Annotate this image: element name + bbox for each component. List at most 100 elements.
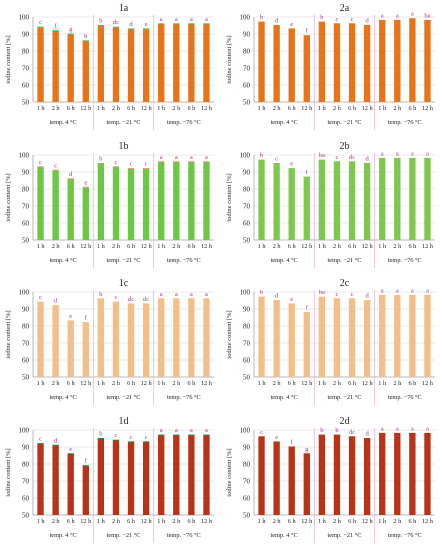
bar <box>379 20 386 102</box>
y-tick-label: 70 <box>22 340 30 348</box>
significance-letter: a <box>426 287 429 294</box>
significance-letter: d <box>129 21 133 28</box>
x-tick-label: 12 h <box>422 243 434 250</box>
x-tick-label: 2 h <box>52 380 61 387</box>
bar <box>318 297 326 377</box>
x-tick-label: 1 h <box>258 243 267 250</box>
significance-letter: d <box>366 293 370 300</box>
y-tick-label: 50 <box>243 374 251 382</box>
y-tick-label: 50 <box>243 237 251 245</box>
group-label: temp. 4 °C <box>271 119 298 126</box>
bar <box>52 170 59 240</box>
significance-letter: a <box>426 425 429 432</box>
bar <box>203 298 210 377</box>
significance-letter: e <box>69 446 72 453</box>
x-tick-label: 12 h <box>141 243 153 250</box>
x-tick-label: 6 h <box>348 380 357 387</box>
significance-letter: a <box>381 12 384 19</box>
x-tick-label: 1 h <box>157 105 166 112</box>
x-tick-label: 6 h <box>127 380 136 387</box>
x-tick-label: 6 h <box>408 105 417 112</box>
significance-letter: a <box>411 287 414 294</box>
x-tick-label: 1 h <box>97 380 106 387</box>
group-label: temp. 4 °C <box>50 257 77 264</box>
significance-letter: c <box>260 429 263 436</box>
y-tick-label: 80 <box>243 323 251 331</box>
chart-title: 2b <box>340 141 350 152</box>
group-label: temp. −76 °C <box>388 119 422 126</box>
significance-letter: c <box>336 291 339 298</box>
x-tick-label: 12 h <box>422 380 434 387</box>
bar <box>348 436 356 515</box>
y-tick-label: 100 <box>240 289 251 297</box>
bar <box>409 433 416 515</box>
x-tick-label: 6 h <box>348 105 357 112</box>
significance-letter: d <box>366 156 370 163</box>
bar <box>348 298 356 377</box>
significance-letter: f <box>55 23 58 30</box>
bar <box>379 433 386 515</box>
x-tick-label: 1 h <box>37 243 46 250</box>
significance-letter: f <box>85 458 88 465</box>
chart-panel-1c: 1c iodine content [%] 50 60 70 80 90 100 c 1 h d 2 … <box>5 278 214 405</box>
y-tick-label: 60 <box>22 82 30 90</box>
x-tick-label: 6 h <box>187 243 196 250</box>
bar <box>379 158 386 240</box>
bar <box>67 453 74 515</box>
x-tick-label: 2 h <box>112 105 121 112</box>
x-tick-label: 1 h <box>378 380 387 387</box>
significance-letter: a <box>411 11 414 18</box>
group-label: temp. 4 °C <box>271 532 298 539</box>
significance-letter: a <box>190 16 193 23</box>
y-axis-label: iodine content [%] <box>226 310 233 358</box>
bar <box>303 453 310 515</box>
bar <box>203 435 210 515</box>
bar <box>409 18 416 103</box>
bar <box>67 178 74 240</box>
bar <box>97 163 105 240</box>
y-tick-label: 70 <box>243 65 251 73</box>
x-tick-label: 2 h <box>52 518 61 525</box>
x-tick-label: 1 h <box>378 243 387 250</box>
x-tick-label: 1 h <box>37 518 46 525</box>
x-tick-label: 6 h <box>67 380 76 387</box>
y-axis-label: iodine content [%] <box>5 35 12 83</box>
x-tick-label: 6 h <box>67 105 76 112</box>
x-tick-label: 12 h <box>201 518 213 525</box>
x-tick-label: 1 h <box>97 243 106 250</box>
significance-letter: b <box>99 18 102 25</box>
x-tick-label: 12 h <box>201 380 213 387</box>
bar <box>363 300 371 377</box>
significance-letter: a <box>190 154 193 161</box>
significance-letter: d <box>275 18 279 25</box>
bar <box>158 23 165 102</box>
y-tick-label: 60 <box>22 220 30 228</box>
significance-letter: a <box>175 291 178 298</box>
bar <box>188 298 195 377</box>
bar <box>97 298 105 377</box>
y-tick-label: 50 <box>22 237 30 245</box>
y-tick-label: 90 <box>243 306 251 314</box>
y-axis-label: iodine content [%] <box>226 448 233 496</box>
x-tick-label: 12 h <box>80 243 92 250</box>
bar <box>52 305 59 377</box>
x-tick-label: 2 h <box>393 105 402 112</box>
x-tick-label: 2 h <box>333 105 342 112</box>
x-tick-label: 12 h <box>80 380 92 387</box>
significance-letter: a <box>205 427 208 434</box>
significance-letter: b <box>320 14 323 21</box>
y-tick-label: 80 <box>22 186 30 194</box>
bar <box>318 22 326 103</box>
chart-panel-1a: 1a iodine content [%] 50 60 70 80 90 100 c 1 h f 2 … <box>5 3 214 130</box>
bar <box>273 300 280 377</box>
x-tick-label: 1 h <box>378 105 387 112</box>
y-tick-label: 80 <box>243 48 251 56</box>
x-tick-label: 2 h <box>172 518 181 525</box>
x-tick-label: 6 h <box>288 105 297 112</box>
bar <box>394 433 401 515</box>
x-tick-label: 6 h <box>288 518 297 525</box>
significance-letter: a <box>190 291 193 298</box>
group-label: temp. 4 °C <box>271 257 298 264</box>
group-label: temp. −21 °C <box>328 532 362 539</box>
bar <box>67 34 74 102</box>
